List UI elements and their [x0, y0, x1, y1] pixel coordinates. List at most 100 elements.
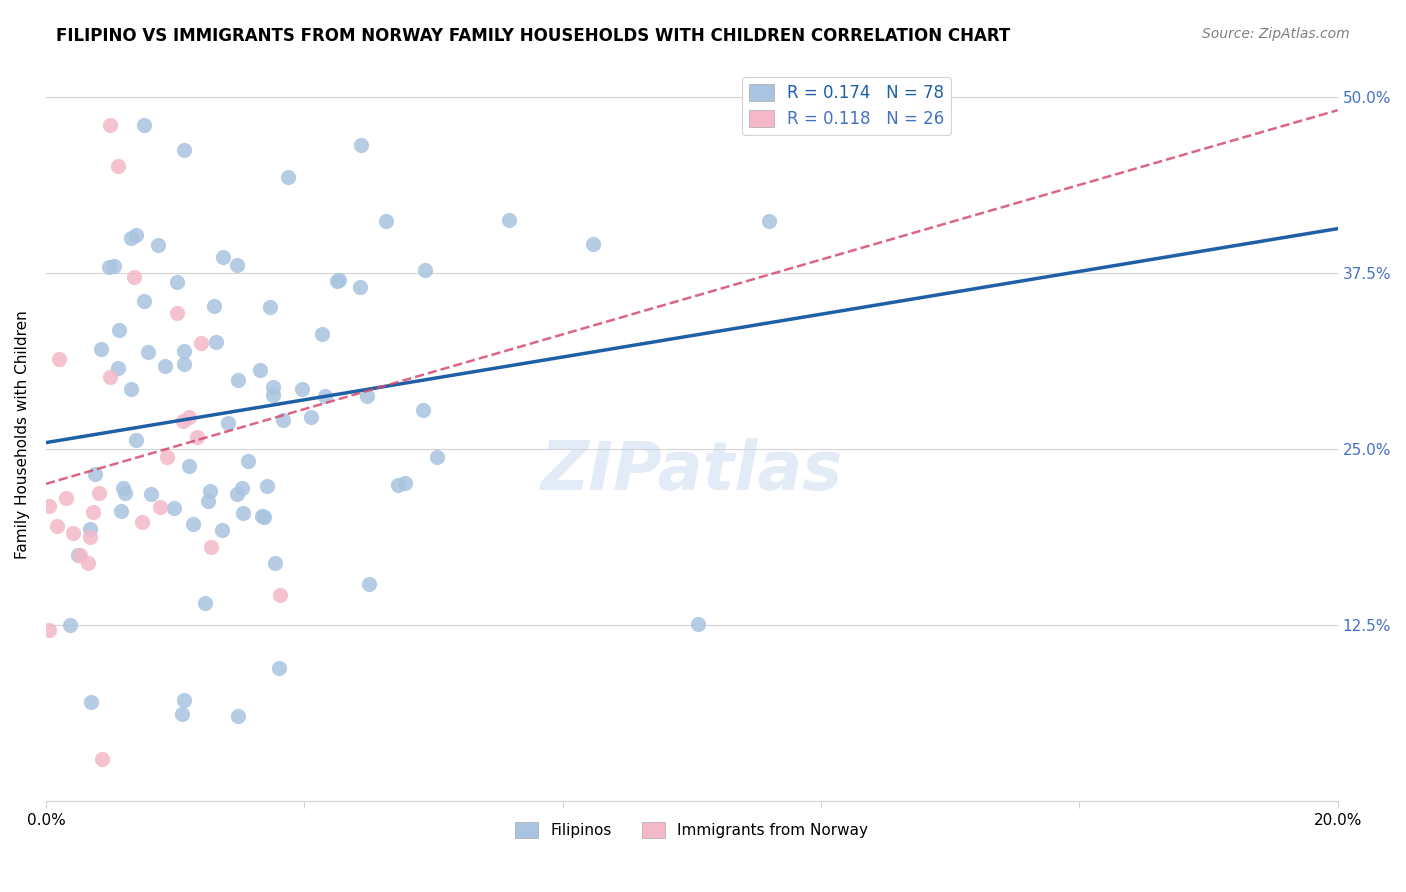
Point [357, 577, 380, 591]
Point [46, 518, 69, 533]
Point [120, 230, 142, 244]
Point [122, 269, 145, 284]
Point [299, 410, 322, 425]
Point [264, 556, 287, 570]
Point [262, 380, 284, 394]
Point [90, 342, 112, 356]
Point [225, 258, 247, 272]
Point [350, 137, 373, 152]
Point [107, 159, 129, 173]
Point [59, 617, 82, 632]
Point [231, 481, 253, 495]
Point [262, 388, 284, 402]
Point [173, 143, 195, 157]
Point [394, 476, 416, 491]
Point [686, 617, 709, 632]
Text: Source: ZipAtlas.com: Source: ZipAtlas.com [1202, 27, 1350, 41]
Point [269, 588, 291, 602]
Point [69, 548, 91, 562]
Point [170, 706, 193, 721]
Point [107, 360, 129, 375]
Point [758, 214, 780, 228]
Point [146, 238, 169, 252]
Point [200, 540, 222, 554]
Point [125, 228, 148, 243]
Point [79, 530, 101, 544]
Point [114, 485, 136, 500]
Point [173, 357, 195, 371]
Point [91, 751, 114, 765]
Point [55, 491, 77, 506]
Point [38, 623, 60, 637]
Point [198, 483, 221, 498]
Point [155, 359, 177, 374]
Point [498, 213, 520, 227]
Point [226, 709, 249, 723]
Point [111, 481, 134, 495]
Point [426, 450, 449, 464]
Point [387, 478, 409, 492]
Point [120, 382, 142, 396]
Point [212, 250, 235, 264]
Point [141, 487, 163, 501]
Point [162, 501, 184, 516]
Point [125, 434, 148, 448]
Point [103, 259, 125, 273]
Text: FILIPINO VS IMMIGRANTS FROM NORWAY FAMILY HOUSEHOLDS WITH CHILDREN CORRELATION C: FILIPINO VS IMMIGRANTS FROM NORWAY FAMIL… [56, 27, 1011, 45]
Point [77, 557, 100, 571]
Point [314, 389, 336, 403]
Point [166, 276, 188, 290]
Point [179, 410, 201, 425]
Point [202, 299, 225, 313]
Point [271, 412, 294, 426]
Point [197, 493, 219, 508]
Point [259, 300, 281, 314]
Point [132, 293, 155, 308]
Point [190, 336, 212, 351]
Point [226, 373, 249, 387]
Point [325, 274, 347, 288]
Point [211, 523, 233, 537]
Point [108, 323, 131, 337]
Point [38, 499, 60, 513]
Point [98, 118, 121, 132]
Point [149, 500, 172, 515]
Point [412, 403, 434, 417]
Y-axis label: Family Households with Children: Family Households with Children [15, 310, 30, 559]
Point [79, 522, 101, 536]
Legend: Filipinos, Immigrants from Norway: Filipinos, Immigrants from Norway [509, 816, 875, 845]
Point [217, 416, 239, 430]
Point [110, 504, 132, 518]
Point [80, 695, 103, 709]
Point [582, 236, 605, 251]
Point [179, 459, 201, 474]
Point [132, 118, 155, 132]
Point [97, 260, 120, 274]
Point [413, 263, 436, 277]
Point [194, 596, 217, 610]
Point [131, 515, 153, 529]
Point [98, 370, 121, 384]
Point [173, 343, 195, 358]
Point [225, 486, 247, 500]
Point [166, 306, 188, 320]
Point [205, 335, 228, 350]
Point [67, 548, 90, 562]
Point [236, 453, 259, 467]
Point [375, 213, 398, 227]
Point [256, 478, 278, 492]
Point [156, 450, 179, 465]
Point [186, 430, 208, 444]
Point [89, 486, 111, 500]
Text: ZIPatlas: ZIPatlas [541, 438, 842, 504]
Point [232, 506, 254, 520]
Point [328, 273, 350, 287]
Point [267, 661, 290, 675]
Point [82, 505, 104, 519]
Point [62, 525, 84, 540]
Point [291, 382, 314, 396]
Point [253, 509, 276, 524]
Point [183, 517, 205, 532]
Point [356, 389, 378, 403]
Point [311, 327, 333, 342]
